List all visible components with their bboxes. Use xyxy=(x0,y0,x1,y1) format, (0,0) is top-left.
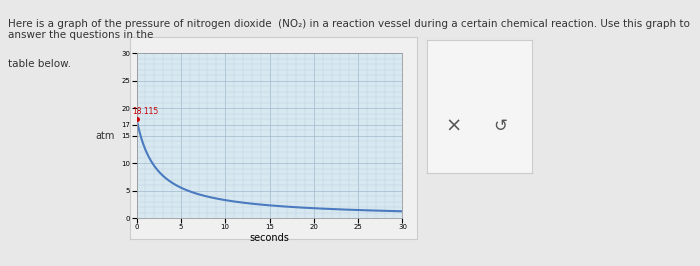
Text: 18.115: 18.115 xyxy=(132,107,158,116)
Text: ↺: ↺ xyxy=(494,117,508,135)
X-axis label: seconds: seconds xyxy=(250,233,289,243)
Text: table below.: table below. xyxy=(8,59,71,69)
Text: Here is a graph of the pressure of nitrogen dioxide  (NO₂) in a reaction vessel : Here is a graph of the pressure of nitro… xyxy=(8,19,690,40)
Text: atm: atm xyxy=(95,131,115,141)
Text: ×: × xyxy=(445,117,461,136)
